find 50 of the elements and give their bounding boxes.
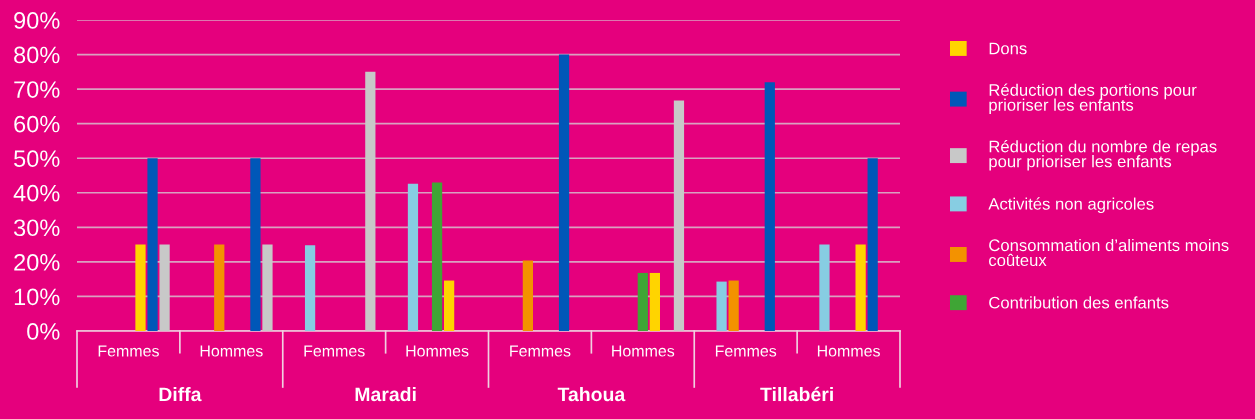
bar [250, 158, 261, 331]
legend-label: Réduction du nombre de repas pour prioriser les enfants [989, 139, 1217, 171]
x-tick-label: Hommes [200, 345, 263, 357]
bar [135, 244, 146, 331]
x-tick-label: Hommes [406, 345, 469, 357]
bar [365, 71, 376, 331]
y-tick-label: 20% [14, 253, 60, 271]
y-tick-label: 0% [27, 323, 60, 340]
y-tick-label: 10% [14, 288, 60, 306]
bar [407, 183, 419, 331]
x-tick-label: Femmes [510, 345, 571, 357]
x-tick-label: Femmes [304, 345, 365, 357]
text: Diffa [159, 386, 202, 402]
bar [522, 260, 534, 331]
text: Tahoua [557, 386, 626, 402]
bar [649, 272, 660, 331]
bar [673, 100, 685, 331]
legend-label: Contribution des enfants [989, 296, 1169, 309]
text: Tillabéri [760, 386, 833, 402]
x-tick-label: Femmes [715, 345, 777, 357]
y-tick-label: 50% [14, 150, 60, 168]
bar [728, 280, 739, 331]
y-tick-label: 60% [14, 115, 60, 133]
legend-label: Consommation d’aliments moins coûteux [989, 238, 1229, 267]
bar [304, 245, 316, 331]
legend-label: Réduction des portions pour prioriser les enfants [989, 83, 1197, 115]
bar [262, 244, 273, 331]
legend-label: Dons [989, 42, 1027, 55]
legend-label: Activités non agricoles [988, 197, 1154, 214]
bar [159, 244, 170, 331]
text: Maradi [355, 386, 416, 402]
y-tick-label: 40% [13, 184, 60, 202]
x-tick-label: Hommes [817, 345, 880, 357]
y-tick-label: 30% [13, 219, 60, 237]
y-tick-label: 80% [14, 46, 60, 64]
bar [147, 158, 158, 331]
bar [764, 82, 775, 331]
x-tick-label: Hommes [612, 345, 675, 357]
bar [819, 244, 830, 331]
bar [867, 158, 878, 331]
bar [431, 182, 443, 331]
bar [443, 280, 455, 331]
bar [637, 272, 648, 331]
bar [716, 281, 727, 331]
bar [558, 54, 570, 331]
y-tick-label: 70% [14, 81, 60, 98]
bar [855, 244, 866, 331]
x-tick-label: Femmes [98, 345, 159, 357]
bar [214, 244, 225, 331]
y-tick-label: 90% [14, 12, 60, 29]
